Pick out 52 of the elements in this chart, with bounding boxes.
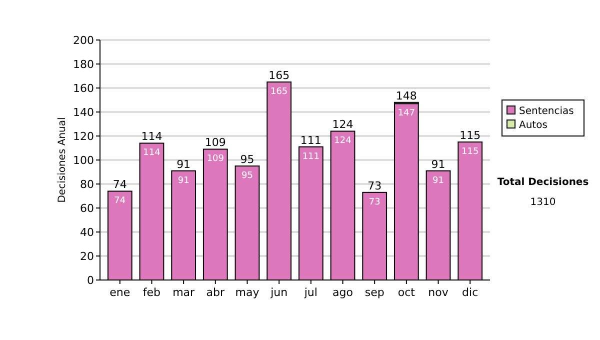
y-tick-label: 100 (73, 154, 94, 167)
y-tick-label: 20 (80, 250, 94, 263)
data-label: 74 (114, 196, 126, 206)
y-tick-label: 140 (73, 106, 94, 119)
x-tick-label: sep (364, 286, 384, 299)
y-tick-label: 200 (73, 34, 94, 47)
x-tick-label: may (235, 286, 260, 299)
x-tick-label: jul (303, 286, 318, 299)
data-label: 111 (302, 152, 320, 162)
data-label: 91 (432, 176, 444, 186)
total-label: 95 (240, 153, 254, 166)
data-label: 73 (368, 197, 380, 208)
x-tick-label: mar (172, 286, 196, 299)
total-label: 91 (431, 158, 446, 171)
data-label: 124 (334, 136, 352, 146)
legend-label: Autos (519, 120, 548, 131)
data-label: 91 (178, 176, 190, 186)
total-label: 124 (332, 118, 354, 132)
total-label: 165 (268, 69, 290, 82)
x-tick-label: ago (332, 286, 354, 299)
y-tick-label: 160 (73, 82, 94, 95)
x-tick-label: dic (462, 286, 478, 299)
total-label: 111 (300, 134, 322, 147)
x-tick-label: jun (270, 286, 288, 299)
x-tick-label: feb (142, 286, 161, 299)
x-tick-label: nov (428, 286, 449, 299)
text: Total Decisiones (497, 177, 589, 188)
total-label: 109 (204, 136, 226, 150)
total-label: 114 (141, 130, 162, 144)
data-label: 147 (398, 108, 416, 119)
total-label: 148 (396, 89, 417, 102)
total-label: 91 (176, 158, 191, 171)
y-axis-title: Decisiones Anual (57, 117, 68, 203)
total-label: 73 (368, 179, 382, 192)
total-label: 74 (112, 178, 127, 192)
y-tick-label: 60 (80, 202, 94, 215)
x-tick-label: ene (110, 286, 130, 299)
data-label: 109 (206, 154, 224, 164)
x-tick-label: abr (206, 286, 226, 299)
y-tick-label: 180 (73, 58, 94, 71)
data-label: 95 (242, 171, 253, 181)
y-tick-label: 80 (80, 178, 94, 191)
y-tick-label: 120 (73, 130, 94, 143)
text: 1310 (530, 197, 556, 208)
total-label: 115 (460, 129, 481, 142)
data-label: 165 (270, 87, 288, 97)
legend-label: Sentencias (519, 106, 574, 117)
data-label: 114 (143, 148, 161, 158)
y-tick-label: 0 (87, 274, 94, 287)
x-tick-label: oct (398, 286, 416, 299)
y-tick-label: 40 (80, 226, 94, 239)
data-label: 115 (462, 147, 479, 157)
